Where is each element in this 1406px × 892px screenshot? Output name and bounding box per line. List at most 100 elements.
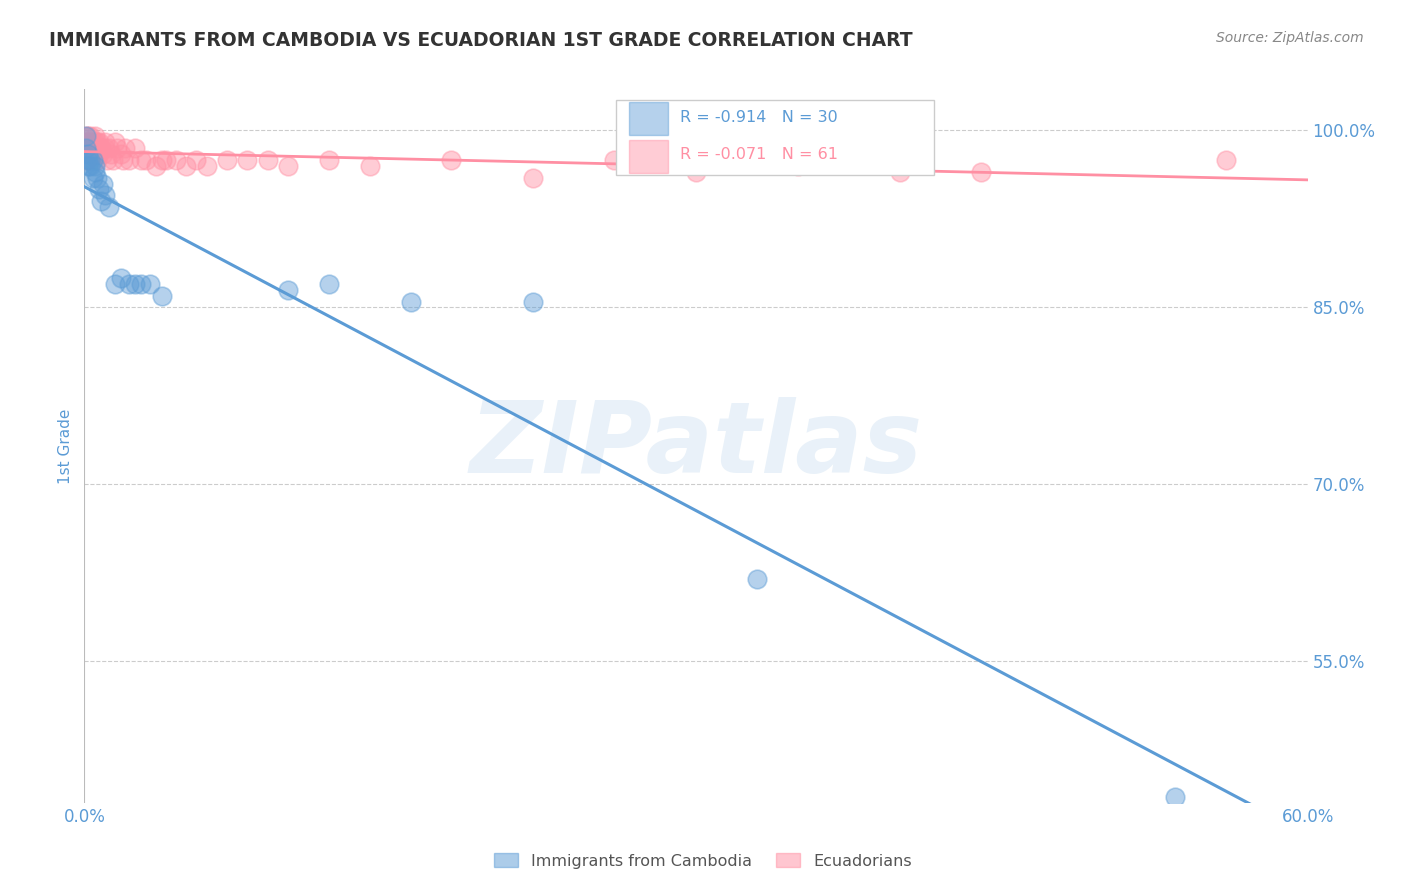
Point [124,277,146,291]
Point [118,153,141,167]
FancyBboxPatch shape [628,103,668,136]
Text: Source: ZipAtlas.com: Source: ZipAtlas.com [1216,31,1364,45]
Point [91,177,114,191]
Point [138,277,160,291]
Point [110,147,132,161]
Point [77,147,100,161]
Point [150,288,173,302]
Point [277,159,299,173]
Point [79,129,101,144]
Point [165,153,187,167]
Point [77,159,100,173]
Point [79,153,101,167]
Point [399,294,422,309]
Point [105,141,128,155]
Point [145,159,167,173]
Point [970,165,993,179]
Point [86,141,108,155]
Point [77,153,100,167]
Point [83,136,105,150]
Point [236,153,259,167]
Point [77,136,100,150]
Point [522,294,544,309]
Point [91,147,114,161]
Point [685,165,707,179]
Point [1215,153,1237,167]
Point [93,141,115,155]
Point [889,165,911,179]
Point [174,159,197,173]
Text: R = -0.071   N = 61: R = -0.071 N = 61 [681,147,838,162]
Point [1164,789,1187,804]
Point [79,153,101,167]
Point [90,141,112,155]
Point [217,153,239,167]
Point [186,153,208,167]
Point [79,136,101,150]
Point [359,159,381,173]
Point [118,277,141,291]
Point [150,153,173,167]
Point [77,129,100,144]
Point [603,153,626,167]
Point [100,147,122,161]
Point [83,165,105,179]
Point [82,153,104,167]
Point [82,170,104,185]
Point [124,141,146,155]
Point [257,153,280,167]
Point [79,141,101,155]
Point [101,153,124,167]
Point [440,153,463,167]
Point [112,153,135,167]
Point [79,159,101,173]
FancyBboxPatch shape [616,100,935,175]
FancyBboxPatch shape [628,140,668,173]
Point [110,271,132,285]
Point [131,153,153,167]
Point [318,277,340,291]
Point [90,194,112,209]
Point [97,200,120,214]
Point [83,129,105,144]
Point [87,136,110,150]
Point [114,141,136,155]
Point [104,136,127,150]
Point [75,129,97,144]
Point [97,141,120,155]
Point [93,136,115,150]
Point [75,147,97,161]
Point [87,182,110,196]
Point [75,129,97,144]
Point [86,170,108,185]
Point [195,159,218,173]
Point [277,283,299,297]
Point [96,153,118,167]
Point [75,141,97,155]
Point [747,572,769,586]
Legend: Immigrants from Cambodia, Ecuadorians: Immigrants from Cambodia, Ecuadorians [488,847,918,875]
Point [77,141,100,155]
Point [787,159,810,173]
Point [75,153,97,167]
Point [75,141,97,155]
Text: ZIPatlas: ZIPatlas [470,398,922,494]
Point [82,147,104,161]
Point [86,153,108,167]
Y-axis label: 1st Grade: 1st Grade [58,409,73,483]
Point [155,153,177,167]
Point [82,136,104,150]
Point [318,153,340,167]
Point [83,147,105,161]
Point [131,277,153,291]
Point [135,153,157,167]
Point [522,170,544,185]
Point [83,159,105,173]
Point [104,277,127,291]
Point [77,153,100,167]
Point [86,136,108,150]
Text: IMMIGRANTS FROM CAMBODIA VS ECUADORIAN 1ST GRADE CORRELATION CHART: IMMIGRANTS FROM CAMBODIA VS ECUADORIAN 1… [49,31,912,50]
Point [87,147,110,161]
Text: R = -0.914   N = 30: R = -0.914 N = 30 [681,110,838,125]
Point [93,188,115,202]
